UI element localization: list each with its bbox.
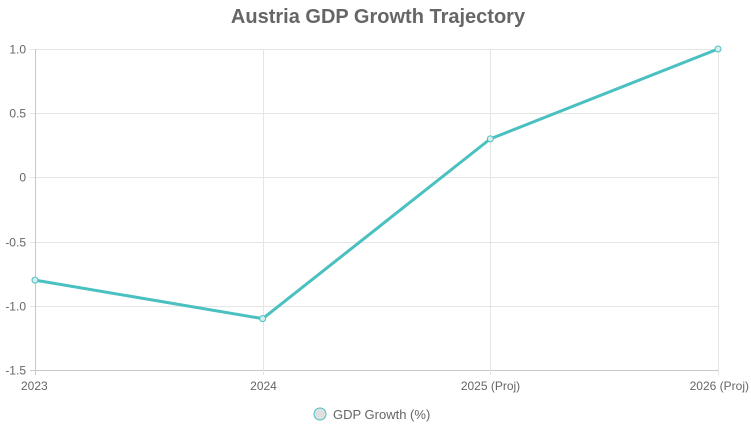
y-tick-label: 0 [19,171,26,185]
x-tick-label: 2025 (Proj) [461,379,520,393]
y-tick-label: 0.5 [9,107,26,121]
x-tick-label: 2026 (Proj) [690,379,749,393]
data-point [259,315,267,323]
data-point [714,45,722,53]
data-point [31,276,39,284]
y-tick-label: -1.5 [5,364,26,378]
legend-swatch [313,407,327,421]
data-point [486,135,494,143]
series-line [34,47,719,321]
series-gdp-growth [31,45,722,323]
x-tick-label: 2024 [250,379,277,393]
y-axis: 1.0 0.5 0 -0.5 -1.0 -1.5 [5,43,26,378]
x-axis: 2023 2024 2025 (Proj) 2026 (Proj) [21,379,749,393]
chart-title: Austria GDP Growth Trajectory [231,6,526,28]
x-tick-label: 2023 [21,379,48,393]
y-tick-label: -0.5 [5,236,26,250]
legend-label[interactable]: GDP Growth (%) [333,407,430,422]
grid [30,49,719,375]
y-tick-label: -1.0 [5,300,26,314]
y-tick-label: 1.0 [9,43,26,57]
legend[interactable]: GDP Growth (%) [313,407,430,422]
